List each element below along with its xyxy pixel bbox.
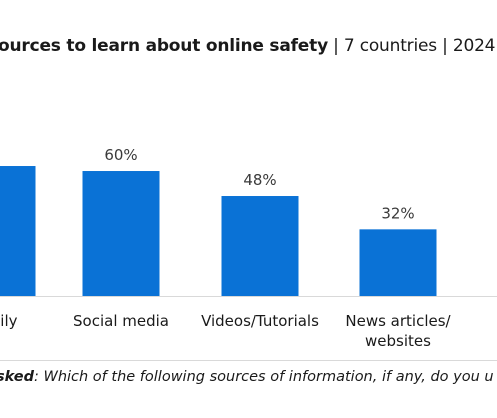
footnote-text: : Which of the following sources of info… [33,369,494,385]
category-label-2: Videos/Tutorials [201,312,319,330]
chart-title: ources to learn about online safety | 7 … [0,36,497,56]
data-label-1: 60% [104,146,137,164]
bar-chart: amily 60% Social media 48% Videos/Tutorials 3… [0,146,497,350]
bar-0 [0,166,36,296]
category-label-3: News articles/websites [345,312,451,350]
bar-1 [82,171,160,296]
bar-2 [221,196,299,296]
chart-title-meta: | 7 countries | 2024 [327,36,496,56]
data-label-3: 32% [381,204,414,222]
data-label-2: 48% [243,171,276,189]
footnote-divider [0,360,497,361]
category-label-0: amily [0,312,18,330]
bar-3 [359,229,437,296]
chart-title-main: ources to learn about online safety [0,36,328,56]
category-label-1: Social media [73,312,169,330]
